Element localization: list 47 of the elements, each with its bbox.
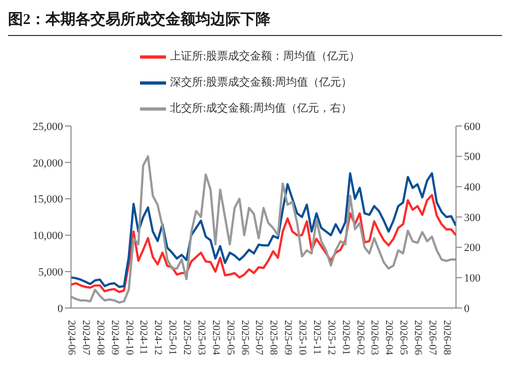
x-tick-label: 2024-10 [123, 320, 134, 355]
x-tick-label: 2025-05 [224, 320, 236, 355]
y-tick-label: 20,000 [32, 157, 64, 170]
y2-tick-label: 300 [464, 212, 481, 224]
y-tick-label: 0 [58, 302, 64, 315]
y2-tick-label: 600 [464, 120, 481, 133]
x-tick-label: 2025-02 [181, 320, 192, 355]
line-series [71, 194, 456, 294]
x-tick-label: 2024-09 [108, 320, 120, 355]
x-tick-label: 2025-04 [210, 320, 221, 356]
x-tick-label: 2026-02 [354, 320, 366, 355]
x-tick-label: 2026-05 [398, 320, 409, 355]
x-tick-label: 2025-09 [282, 320, 294, 355]
x-tick-label: 2025-12 [325, 320, 336, 355]
y-tick-label: 10,000 [32, 230, 64, 242]
x-tick-label: 2025-01 [166, 320, 178, 355]
x-tick-label: 2026-08 [440, 320, 452, 355]
x-tick-label: 2026-01 [340, 320, 351, 355]
y2-tick-label: 400 [464, 182, 481, 194]
legend-label: 深交所:股票成交金额:周均值（亿元） [170, 76, 352, 89]
x-tick-label: 2024-12 [152, 320, 164, 355]
y-tick-label: 15,000 [32, 194, 64, 206]
x-tick-label: 2024-06 [66, 320, 76, 355]
y2-tick-label: 500 [464, 151, 481, 164]
x-tick-label: 2025-03 [195, 320, 206, 355]
x-tick-label: 2026-06 [412, 320, 423, 355]
legend-label: 北交所:成交金额:周均值（亿元，右） [170, 102, 352, 115]
y2-tick-label: 100 [464, 272, 481, 285]
line-series [71, 155, 456, 304]
y-tick-label: 25,000 [32, 120, 64, 133]
x-tick-label: 2026-07 [426, 320, 438, 355]
x-tick-label: 2025-06 [238, 320, 250, 355]
x-tick-label: 2026-03 [368, 320, 380, 355]
x-tick-label: 2025-08 [268, 320, 279, 355]
line-series [71, 172, 456, 288]
x-tick-label: 2025-07 [253, 320, 264, 355]
x-tick-label: 2025-10 [296, 320, 308, 355]
y2-tick-label: 0 [464, 302, 470, 315]
legend-label: 上证所:股票成交金额：周均值（亿元） [170, 50, 360, 63]
x-tick-label: 2026-04 [383, 320, 394, 356]
x-tick-label: 2024-07 [80, 320, 91, 355]
y-tick-label: 5,000 [38, 266, 64, 279]
x-tick-label: 2025-11 [310, 320, 322, 355]
y2-tick-label: 200 [464, 242, 481, 254]
x-tick-label: 2024-08 [94, 320, 106, 355]
x-tick-label: 2024-11 [138, 320, 149, 355]
chart-title: 图2：本期各交易所成交金额均边际下降 [8, 8, 502, 36]
